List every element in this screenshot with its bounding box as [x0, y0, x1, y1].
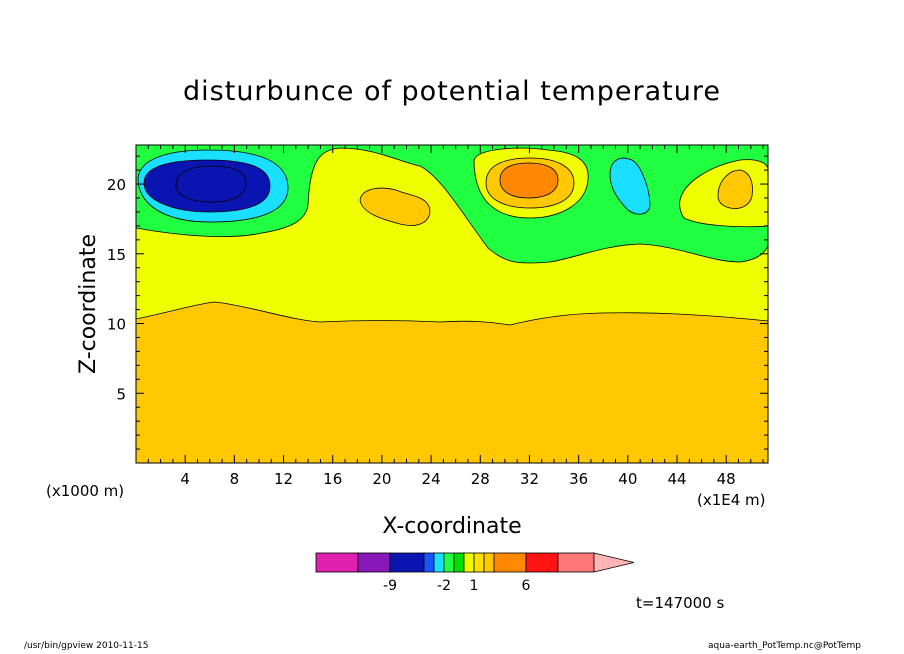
colorbar-label: -9 [383, 578, 397, 594]
footer-left: /usr/bin/gpview 2010-11-15 [24, 641, 149, 651]
x-tick-label: 40 [618, 470, 637, 488]
region-warm-core-center [499, 162, 559, 199]
x-tick-label: 28 [471, 470, 490, 488]
x-axis-unit-right: (x1E4 m) [697, 491, 766, 509]
colorbar-box [483, 552, 495, 573]
colorbar-box [473, 552, 485, 573]
x-tick-label: 12 [274, 470, 293, 488]
colorbar-box [463, 552, 475, 573]
x-tick-label: 20 [372, 470, 391, 488]
x-tick-label: 4 [180, 470, 190, 488]
colorbar-box [525, 552, 559, 573]
colorbar-box [423, 552, 435, 573]
x-tick-label: 32 [520, 470, 539, 488]
region-lower-layer [136, 301, 768, 463]
colorbar-label: 1 [470, 578, 479, 594]
x-tick-label: 16 [323, 470, 342, 488]
colorbar: -9 -2 1 6 [315, 552, 635, 594]
y-axis-label: Z-coordinate [76, 234, 101, 374]
plot-frame [135, 144, 769, 464]
axis-ticks [136, 145, 768, 463]
colorbar-box [389, 552, 425, 573]
x-tick-label: 44 [667, 470, 686, 488]
colorbar-box [443, 552, 455, 573]
colorbar-box [433, 552, 445, 573]
y-tick-label: 15 [107, 246, 126, 264]
region-warm-spot-inner [717, 169, 753, 209]
colorbar-box [315, 552, 359, 573]
x-axis-label: X-coordinate [382, 514, 522, 539]
region-warm-spot-small [359, 187, 431, 226]
x-tick-label: 24 [422, 470, 441, 488]
x-tick-label: 36 [569, 470, 588, 488]
contour-plot-area [136, 145, 768, 463]
y-tick-label: 20 [107, 176, 126, 194]
x-tick-label: 8 [230, 470, 240, 488]
x-axis-unit-left: (x1000 m) [46, 482, 125, 500]
colorbar-arrow [593, 552, 635, 573]
footer-right: aqua-earth_PotTemp.nc@PotTemp [708, 641, 861, 651]
y-tick-label: 5 [116, 385, 126, 403]
colorbar-box [453, 552, 465, 573]
x-tick-label: 48 [717, 470, 736, 488]
colorbar-label: -2 [437, 578, 451, 594]
colorbar-box [357, 552, 391, 573]
time-label: t=147000 s [636, 594, 725, 612]
colorbar-box [493, 552, 527, 573]
y-tick-label: 10 [107, 316, 126, 334]
colorbar-label: 6 [522, 578, 531, 594]
region-cold-core-center [175, 165, 247, 203]
region-cold-spot [609, 157, 651, 215]
colorbar-box [557, 552, 595, 573]
chart-title: disturbunce of potential temperature [183, 76, 721, 107]
